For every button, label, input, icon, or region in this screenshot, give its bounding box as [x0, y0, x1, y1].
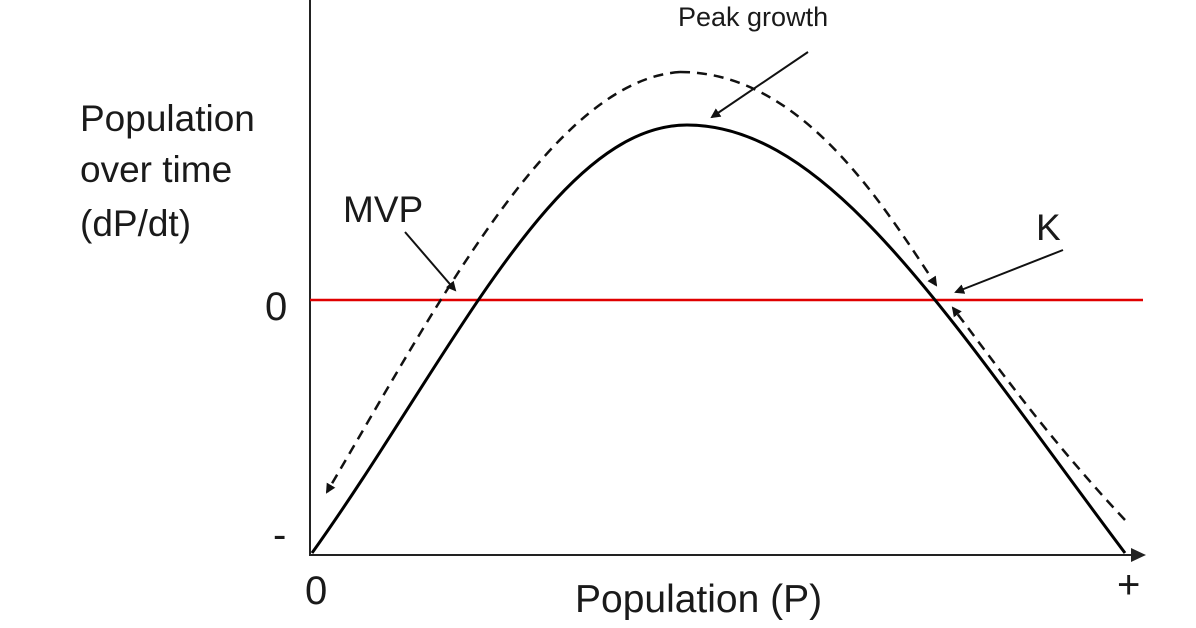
y-axis-label-line-2: over time — [80, 149, 232, 190]
k-pointer — [954, 249, 1064, 294]
dashed-trajectory-right — [679, 70, 938, 287]
dashed-trajectory-left — [325, 70, 681, 494]
mvp-pointer — [404, 231, 457, 292]
y-axis-label-line-1: Population — [80, 98, 255, 139]
x-tick-plus: + — [1117, 563, 1140, 607]
peak-growth-label: Peak growth — [678, 2, 828, 32]
dashed-trajectory-return — [951, 306, 1126, 521]
peak-growth-pointer — [710, 51, 809, 119]
mvp-label: MVP — [343, 189, 423, 230]
x-tick-zero: 0 — [305, 569, 327, 613]
x-axis-label: Population (P) — [575, 578, 822, 621]
y-axis-label-line-3: (dP/dt) — [80, 203, 191, 244]
growth-curve — [310, 123, 1127, 554]
y-tick-zero: 0 — [265, 285, 287, 329]
k-label: K — [1036, 207, 1061, 248]
x-axis-arrowhead — [1131, 548, 1146, 562]
y-tick-minus: - — [273, 513, 286, 557]
